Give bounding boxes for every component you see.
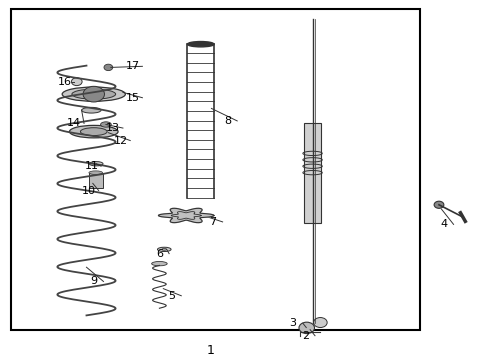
Circle shape xyxy=(298,322,314,334)
Text: 7: 7 xyxy=(209,217,216,227)
Text: 17: 17 xyxy=(125,61,140,71)
Ellipse shape xyxy=(72,89,116,99)
Text: 5: 5 xyxy=(168,291,175,301)
Circle shape xyxy=(104,64,113,71)
Text: 1: 1 xyxy=(206,344,214,357)
Text: 3: 3 xyxy=(289,318,296,328)
Ellipse shape xyxy=(89,171,102,175)
Text: 12: 12 xyxy=(113,136,127,145)
Ellipse shape xyxy=(80,128,107,136)
Text: 16: 16 xyxy=(58,77,71,87)
Circle shape xyxy=(83,86,104,102)
Text: 14: 14 xyxy=(67,118,81,129)
Text: 13: 13 xyxy=(106,123,120,133)
Ellipse shape xyxy=(101,122,111,127)
Circle shape xyxy=(71,78,82,86)
Bar xyxy=(303,123,321,222)
Circle shape xyxy=(433,201,443,208)
Ellipse shape xyxy=(69,125,118,138)
Polygon shape xyxy=(158,208,213,222)
Text: 10: 10 xyxy=(82,185,96,195)
Ellipse shape xyxy=(162,248,166,250)
Text: 4: 4 xyxy=(439,219,447,229)
Ellipse shape xyxy=(187,41,214,47)
Ellipse shape xyxy=(89,162,103,166)
Circle shape xyxy=(313,318,326,328)
Text: 2: 2 xyxy=(301,331,308,341)
Ellipse shape xyxy=(62,87,125,101)
Text: 15: 15 xyxy=(125,93,140,103)
Text: 11: 11 xyxy=(84,161,98,171)
Ellipse shape xyxy=(157,247,171,252)
Text: 9: 9 xyxy=(90,276,97,287)
Text: 8: 8 xyxy=(224,116,230,126)
Bar xyxy=(89,173,102,188)
Text: 6: 6 xyxy=(156,249,163,259)
Ellipse shape xyxy=(151,261,167,266)
Ellipse shape xyxy=(81,107,101,113)
Bar xyxy=(11,9,419,330)
